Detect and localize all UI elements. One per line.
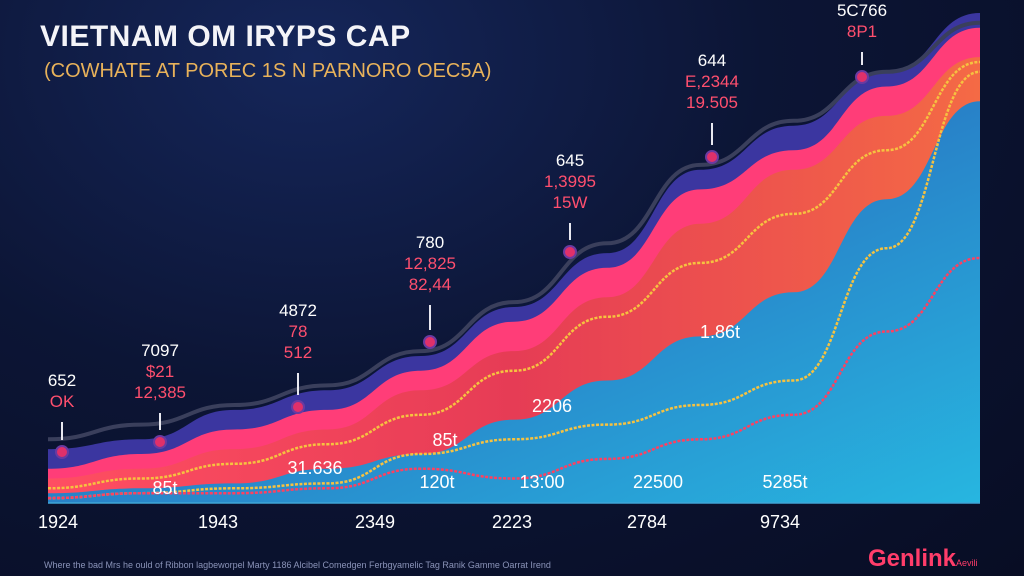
annotation-callout: 644 E,2344 19.505 <box>685 50 739 113</box>
annotation-marker <box>291 400 305 414</box>
annotation-line: 7097 <box>141 341 179 360</box>
logo-suffix: Aevili <box>956 558 978 568</box>
annotation-line: 512 <box>283 343 313 362</box>
x-tick-label: 2223 <box>491 512 533 532</box>
annotation-callout: 780 12,825 82,44 <box>404 232 456 295</box>
annotation-line: 5C766 <box>836 1 888 20</box>
inner-label: 22500 <box>632 472 684 492</box>
annotation-line: E,2344 <box>685 72 739 91</box>
inner-label: 85t <box>152 478 178 498</box>
inner-label: 2206 <box>531 396 573 416</box>
inner-label: 85t <box>432 430 458 450</box>
area-series-3 <box>48 101 980 503</box>
line-series-2 <box>47 70 981 500</box>
annotation-line: 15W <box>552 193 588 212</box>
x-tick-label: 1924 <box>37 512 79 532</box>
line-series-1 <box>47 60 981 490</box>
annotation-marker <box>55 445 69 459</box>
annotation-line: 12,385 <box>134 383 186 402</box>
brand-logo: GenlinkAevili <box>868 545 978 573</box>
x-tick-label: 9734 <box>759 512 801 532</box>
x-tick-label: 2349 <box>354 512 396 532</box>
annotation-callout: 7097 $21 12,385 <box>134 340 186 403</box>
line-series-0 <box>47 20 981 442</box>
annotation-line: 780 <box>415 233 445 252</box>
annotation-line: 82,44 <box>408 275 452 294</box>
annotation-marker <box>705 150 719 164</box>
footer-note: Where the bad Mrs he ould of Ribbon lagb… <box>44 560 551 570</box>
chart-title: VIETNAM OM IRYPS CAP <box>40 20 411 53</box>
chart-subtitle: (COWHATE AT POREC 1S N PARNORO OEC5A) <box>44 60 492 82</box>
annotation-marker <box>855 70 869 84</box>
annotation-callout: 645 1,3995 15W <box>544 150 596 213</box>
annotation-callout: 4872 78 512 <box>279 300 317 363</box>
line-series-3 <box>47 256 981 500</box>
annotation-line: 1,3995 <box>544 172 596 191</box>
inner-label: 13:00 <box>519 472 565 492</box>
annotation-callout: 652 OK <box>48 370 76 412</box>
annotation-line: 652 <box>47 371 77 390</box>
inner-label: 5285t <box>762 472 808 492</box>
annotation-line: 644 <box>697 51 727 70</box>
x-tick-label: 1943 <box>197 512 239 532</box>
annotation-line: 645 <box>555 151 585 170</box>
annotation-line: 8P1 <box>846 22 878 41</box>
annotation-marker <box>153 435 167 449</box>
inner-label: 1.86t <box>699 322 741 342</box>
x-tick-label: 2784 <box>626 512 668 532</box>
annotation-line: 19.505 <box>685 93 738 112</box>
inner-label: 31.636 <box>287 458 343 478</box>
annotation-line: 4872 <box>279 301 317 320</box>
annotation-line: $21 <box>145 362 175 381</box>
annotation-callout: 5C766 8P1 <box>837 0 887 42</box>
logo-text: Genlink <box>868 545 957 572</box>
annotation-line: OK <box>49 392 75 411</box>
annotation-marker <box>423 335 437 349</box>
annotation-marker <box>563 245 577 259</box>
annotation-line: 78 <box>288 322 308 341</box>
inner-label: 120t <box>419 472 455 492</box>
annotation-line: 12,825 <box>404 254 456 273</box>
